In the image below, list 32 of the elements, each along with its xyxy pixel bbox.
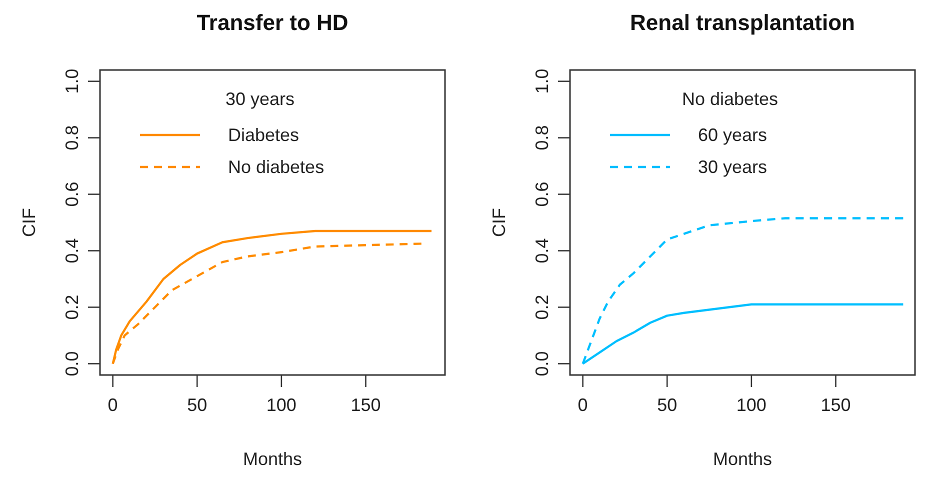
y-tick-label: 1.0: [62, 68, 82, 94]
x-tick-label: 150: [350, 395, 381, 415]
y-axis-title: CIF: [489, 208, 509, 237]
chart-title: Transfer to HD: [196, 10, 348, 35]
legend-label: Diabetes: [228, 125, 300, 145]
legend-label: 30 years: [698, 157, 768, 177]
y-tick-label: 0.6: [532, 182, 552, 207]
y-tick-label: 1.0: [532, 68, 552, 94]
y-tick-label: 0.4: [532, 238, 552, 264]
legend-title: No diabetes: [682, 89, 778, 109]
y-tick-label: 0.0: [532, 351, 552, 376]
y-tick-label: 0.8: [532, 125, 552, 150]
chart-title: Renal transplantation: [630, 10, 855, 35]
x-axis-title: Months: [712, 449, 772, 469]
y-axis-title: CIF: [19, 208, 39, 237]
y-tick-label: 0.0: [62, 351, 82, 376]
y-tick-label: 0.4: [62, 238, 82, 264]
legend-label: 60 years: [698, 125, 768, 145]
x-tick-label: 100: [736, 395, 766, 415]
y-tick-label: 0.2: [532, 294, 552, 320]
x-tick-label: 100: [266, 395, 296, 415]
legend-title: 30 years: [225, 89, 295, 109]
legend-label: No diabetes: [228, 157, 324, 177]
x-tick-label: 0: [108, 395, 118, 415]
x-axis-title: Months: [242, 449, 302, 469]
y-tick-label: 0.2: [62, 294, 82, 320]
x-tick-label: 0: [578, 395, 588, 415]
y-tick-label: 0.6: [62, 182, 82, 207]
x-tick-label: 50: [657, 395, 678, 415]
y-tick-label: 0.8: [62, 125, 82, 150]
x-tick-label: 150: [820, 395, 851, 415]
x-tick-label: 50: [187, 395, 208, 415]
